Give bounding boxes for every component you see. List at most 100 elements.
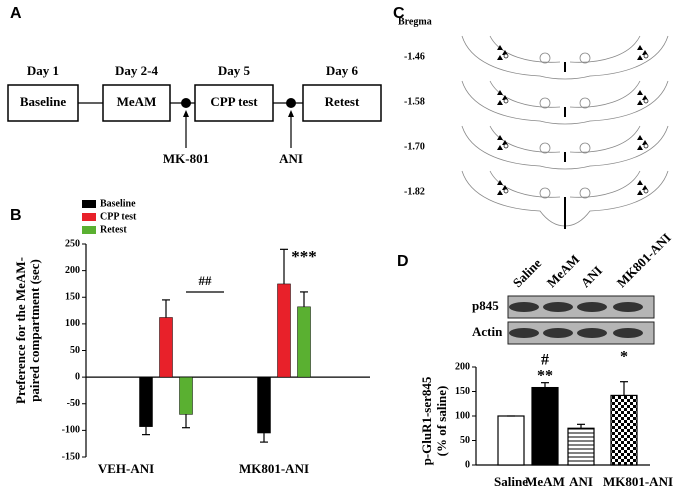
y-tick-label: 100 (455, 410, 470, 421)
site-marker (497, 90, 503, 95)
y-tick-label: 0 (75, 371, 80, 382)
level-label: -1.70 (404, 141, 425, 152)
y-axis-label: p-GluR1-ser845 (419, 376, 434, 465)
bar (139, 376, 153, 427)
stage-label: Baseline (20, 94, 66, 109)
site-marker-open (643, 98, 649, 104)
x-tick-label: MK801-ANI (603, 474, 673, 489)
blot-band (577, 328, 607, 338)
slice-inner (489, 125, 641, 153)
blot-band (509, 302, 539, 312)
site-marker-open (503, 143, 509, 149)
site-marker-open (503, 188, 509, 194)
lane-label: ANI (578, 263, 605, 290)
y-tick-label: 100 (65, 318, 80, 329)
y-axis-label: Preference for the MeAM- (13, 257, 28, 404)
bar (277, 283, 291, 378)
y-tick-label: 150 (455, 386, 470, 397)
legend-swatch (82, 213, 96, 221)
slice-inner (489, 80, 641, 108)
stage-label: Retest (325, 94, 360, 109)
slice-outline (461, 125, 669, 170)
site-marker-open (503, 98, 509, 104)
lane-label: Saline (510, 255, 545, 290)
legend-label: CPP test (100, 211, 137, 222)
bar (531, 386, 559, 466)
stage-label: CPP test (210, 94, 258, 109)
site-marker (637, 190, 643, 195)
blot-band (543, 328, 573, 338)
slice-ventricle (539, 187, 551, 199)
blot-band (613, 328, 643, 338)
site-marker (637, 180, 643, 185)
legend-swatch (82, 200, 96, 208)
blot-band (613, 302, 643, 312)
bar (297, 306, 311, 378)
panel-label: C (393, 5, 405, 22)
slice-inner (489, 170, 641, 198)
slice-ventricle (539, 142, 551, 154)
y-tick-label: 50 (460, 435, 470, 446)
y-tick-label: -100 (62, 425, 80, 436)
level-label: -1.58 (404, 96, 425, 107)
site-marker-open (643, 53, 649, 59)
y-tick-label: 50 (70, 345, 80, 356)
blot-band (577, 302, 607, 312)
figure-root: A Baseline Day 1 MeAM Day 2-4 CPP test Day 5 Re… (7, 5, 674, 489)
y-tick-label: 200 (65, 265, 80, 276)
site-marker (497, 190, 503, 195)
injection-label: ANI (279, 151, 303, 166)
bar (159, 317, 173, 378)
site-marker (637, 90, 643, 95)
legend-swatch (82, 226, 96, 234)
bar (497, 415, 525, 466)
slice-ventricle (579, 142, 591, 154)
site-marker (497, 145, 503, 150)
site-marker-open (503, 53, 509, 59)
injection-label: MK-801 (163, 151, 209, 166)
site-marker (497, 180, 503, 185)
site-marker (497, 45, 503, 50)
day-label: Day 2-4 (115, 63, 158, 78)
y-tick-label: -50 (67, 398, 80, 409)
stage-box (102, 84, 171, 122)
lane-label: MeAM (544, 252, 583, 291)
injection-dot (181, 98, 191, 108)
x-tick-label: Saline (494, 474, 528, 489)
y-tick-label: 200 (455, 361, 470, 372)
annotation: ## (199, 273, 213, 288)
x-tick-label: MeAM (525, 474, 565, 489)
slice-ventricle (579, 97, 591, 109)
slice-ventricle (539, 52, 551, 64)
injection-dot (286, 98, 296, 108)
bregma-label: Bregma (398, 16, 432, 27)
slice-ventricle (579, 187, 591, 199)
legend-label: Baseline (100, 198, 136, 209)
y-tick-label: 250 (65, 238, 80, 249)
slice-outline (461, 35, 669, 80)
site-marker-open (643, 143, 649, 149)
legend-label: Retest (100, 224, 127, 235)
blot-band (509, 328, 539, 338)
bar (610, 394, 638, 466)
slice-ventricle (579, 52, 591, 64)
stage-box (7, 84, 79, 122)
site-marker (637, 55, 643, 60)
site-marker (637, 145, 643, 150)
site-marker (497, 55, 503, 60)
blot-row-label: Actin (472, 324, 503, 339)
bar (179, 376, 193, 415)
site-marker (637, 135, 643, 140)
site-marker (637, 100, 643, 105)
site-marker (497, 100, 503, 105)
panel-label: B (10, 207, 22, 224)
y-tick-label: 150 (65, 292, 80, 303)
y-axis-label: paired compartment (sec) (27, 259, 42, 402)
stage-label: MeAM (117, 94, 157, 109)
site-marker (637, 45, 643, 50)
annotation: ** (537, 368, 553, 385)
x-tick-label: VEH-ANI (98, 461, 154, 476)
day-label: Day 6 (326, 63, 359, 78)
level-label: -1.82 (404, 186, 425, 197)
slice-ventricle (539, 97, 551, 109)
